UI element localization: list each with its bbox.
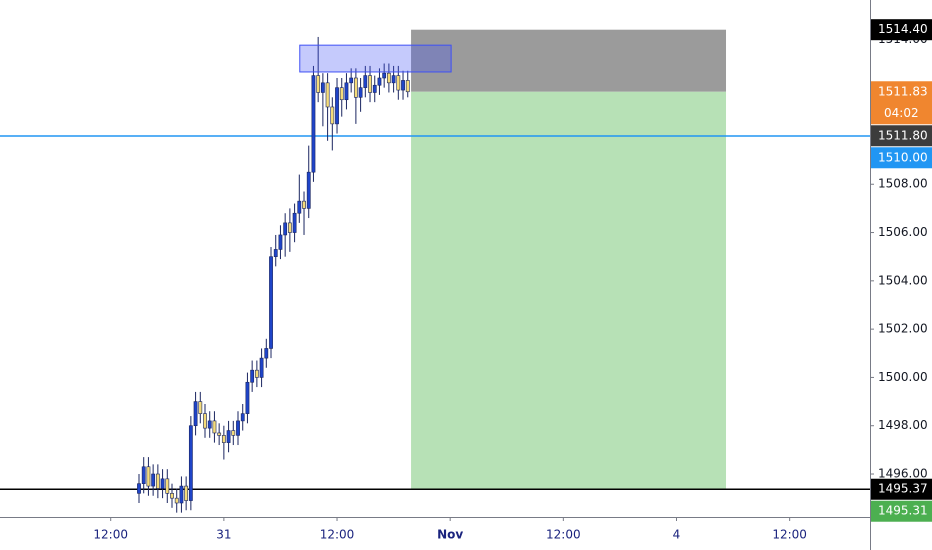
price-tag (871, 19, 932, 41)
candle-body (339, 87, 344, 101)
candle-body (297, 200, 302, 214)
x-tick-label: 12:00 (546, 528, 581, 542)
countdown: 04:02 (884, 106, 919, 120)
candle-body (278, 234, 283, 250)
candle-body (382, 72, 387, 79)
candle-body (254, 369, 259, 378)
candle-body (302, 200, 306, 209)
candle-body (353, 77, 358, 98)
y-tick-label: 1500.00 (878, 370, 928, 384)
price-tag (871, 478, 932, 500)
candle-body (330, 106, 335, 125)
candle-body (292, 212, 297, 233)
candle-body (405, 80, 410, 93)
candle-body (283, 222, 288, 236)
candle-body (170, 493, 174, 499)
price-tag (871, 500, 932, 522)
candle-body (151, 473, 156, 487)
candle-body (368, 75, 372, 93)
candle-body (207, 420, 212, 429)
candle-body (146, 466, 151, 487)
price-tag-label: 1511.83 (878, 84, 928, 98)
zone (299, 44, 452, 73)
y-tick-label: 1496.00 (878, 467, 928, 481)
candle-body (306, 171, 311, 209)
candle-body (391, 75, 396, 84)
target-zone (411, 91, 727, 490)
price-tag-label: 1495.31 (878, 504, 928, 518)
candle-body (198, 401, 203, 414)
candle-body (344, 82, 349, 101)
y-tick-label: 1506.00 (878, 225, 928, 239)
candle-body (212, 420, 217, 434)
candle-body (273, 249, 278, 257)
candle-body (217, 432, 222, 436)
candle-body (363, 75, 368, 88)
candle-body (137, 483, 141, 494)
candle-body (174, 497, 179, 504)
candle-body (311, 75, 316, 173)
candle-body (141, 466, 146, 484)
y-tick-label: 1504.00 (878, 273, 928, 287)
candle-body (264, 348, 269, 359)
price-tag (871, 125, 932, 147)
candle-body (193, 401, 198, 427)
candle-body (396, 75, 401, 91)
x-tick-label: 12:00 (93, 528, 128, 542)
candle-body (184, 485, 189, 501)
candle-body (179, 485, 184, 504)
candle-body (358, 87, 363, 98)
x-tick-label: 31 (216, 528, 231, 542)
candle-body (226, 430, 231, 443)
price-tag-label: 1510.00 (878, 150, 928, 164)
candle-body (401, 80, 405, 91)
candle-body (165, 478, 170, 494)
x-axis-area (0, 517, 870, 550)
candle-body (155, 473, 160, 489)
y-tick-label: 1508.00 (878, 177, 928, 191)
candle-body (188, 425, 193, 501)
price-tag-label: 1511.80 (878, 128, 928, 142)
candle-body (160, 478, 165, 489)
price-tag-label: 1514.40 (878, 22, 928, 36)
y-tick-label: 1502.00 (878, 322, 928, 336)
candle-body (349, 77, 354, 84)
candle-body (231, 430, 236, 436)
candle-body (316, 75, 321, 93)
candle-body (335, 87, 339, 125)
candle-body (203, 413, 207, 429)
x-tick-label: Nov (437, 528, 463, 542)
candle-body (240, 413, 245, 422)
candle-body (245, 381, 250, 414)
price-tag (871, 147, 932, 169)
candle-body (221, 435, 226, 443)
stop-zone (411, 29, 727, 92)
candle-body (269, 256, 273, 349)
price-tag (871, 81, 932, 125)
x-tick-label: 12:00 (772, 528, 807, 542)
price-tag-label: 1495.37 (878, 482, 928, 496)
candle-body (236, 420, 240, 436)
candle-body (259, 357, 264, 378)
candle-body (372, 84, 377, 93)
candle-body (377, 77, 382, 86)
candle-body (250, 369, 255, 383)
candle-body (287, 222, 292, 233)
x-tick-label: 4 (673, 528, 681, 542)
x-tick-label: 12:00 (320, 528, 355, 542)
candle-body (386, 72, 391, 84)
candle-body (320, 82, 325, 93)
candle-body (325, 82, 330, 108)
y-tick-label: 1498.00 (878, 418, 928, 432)
